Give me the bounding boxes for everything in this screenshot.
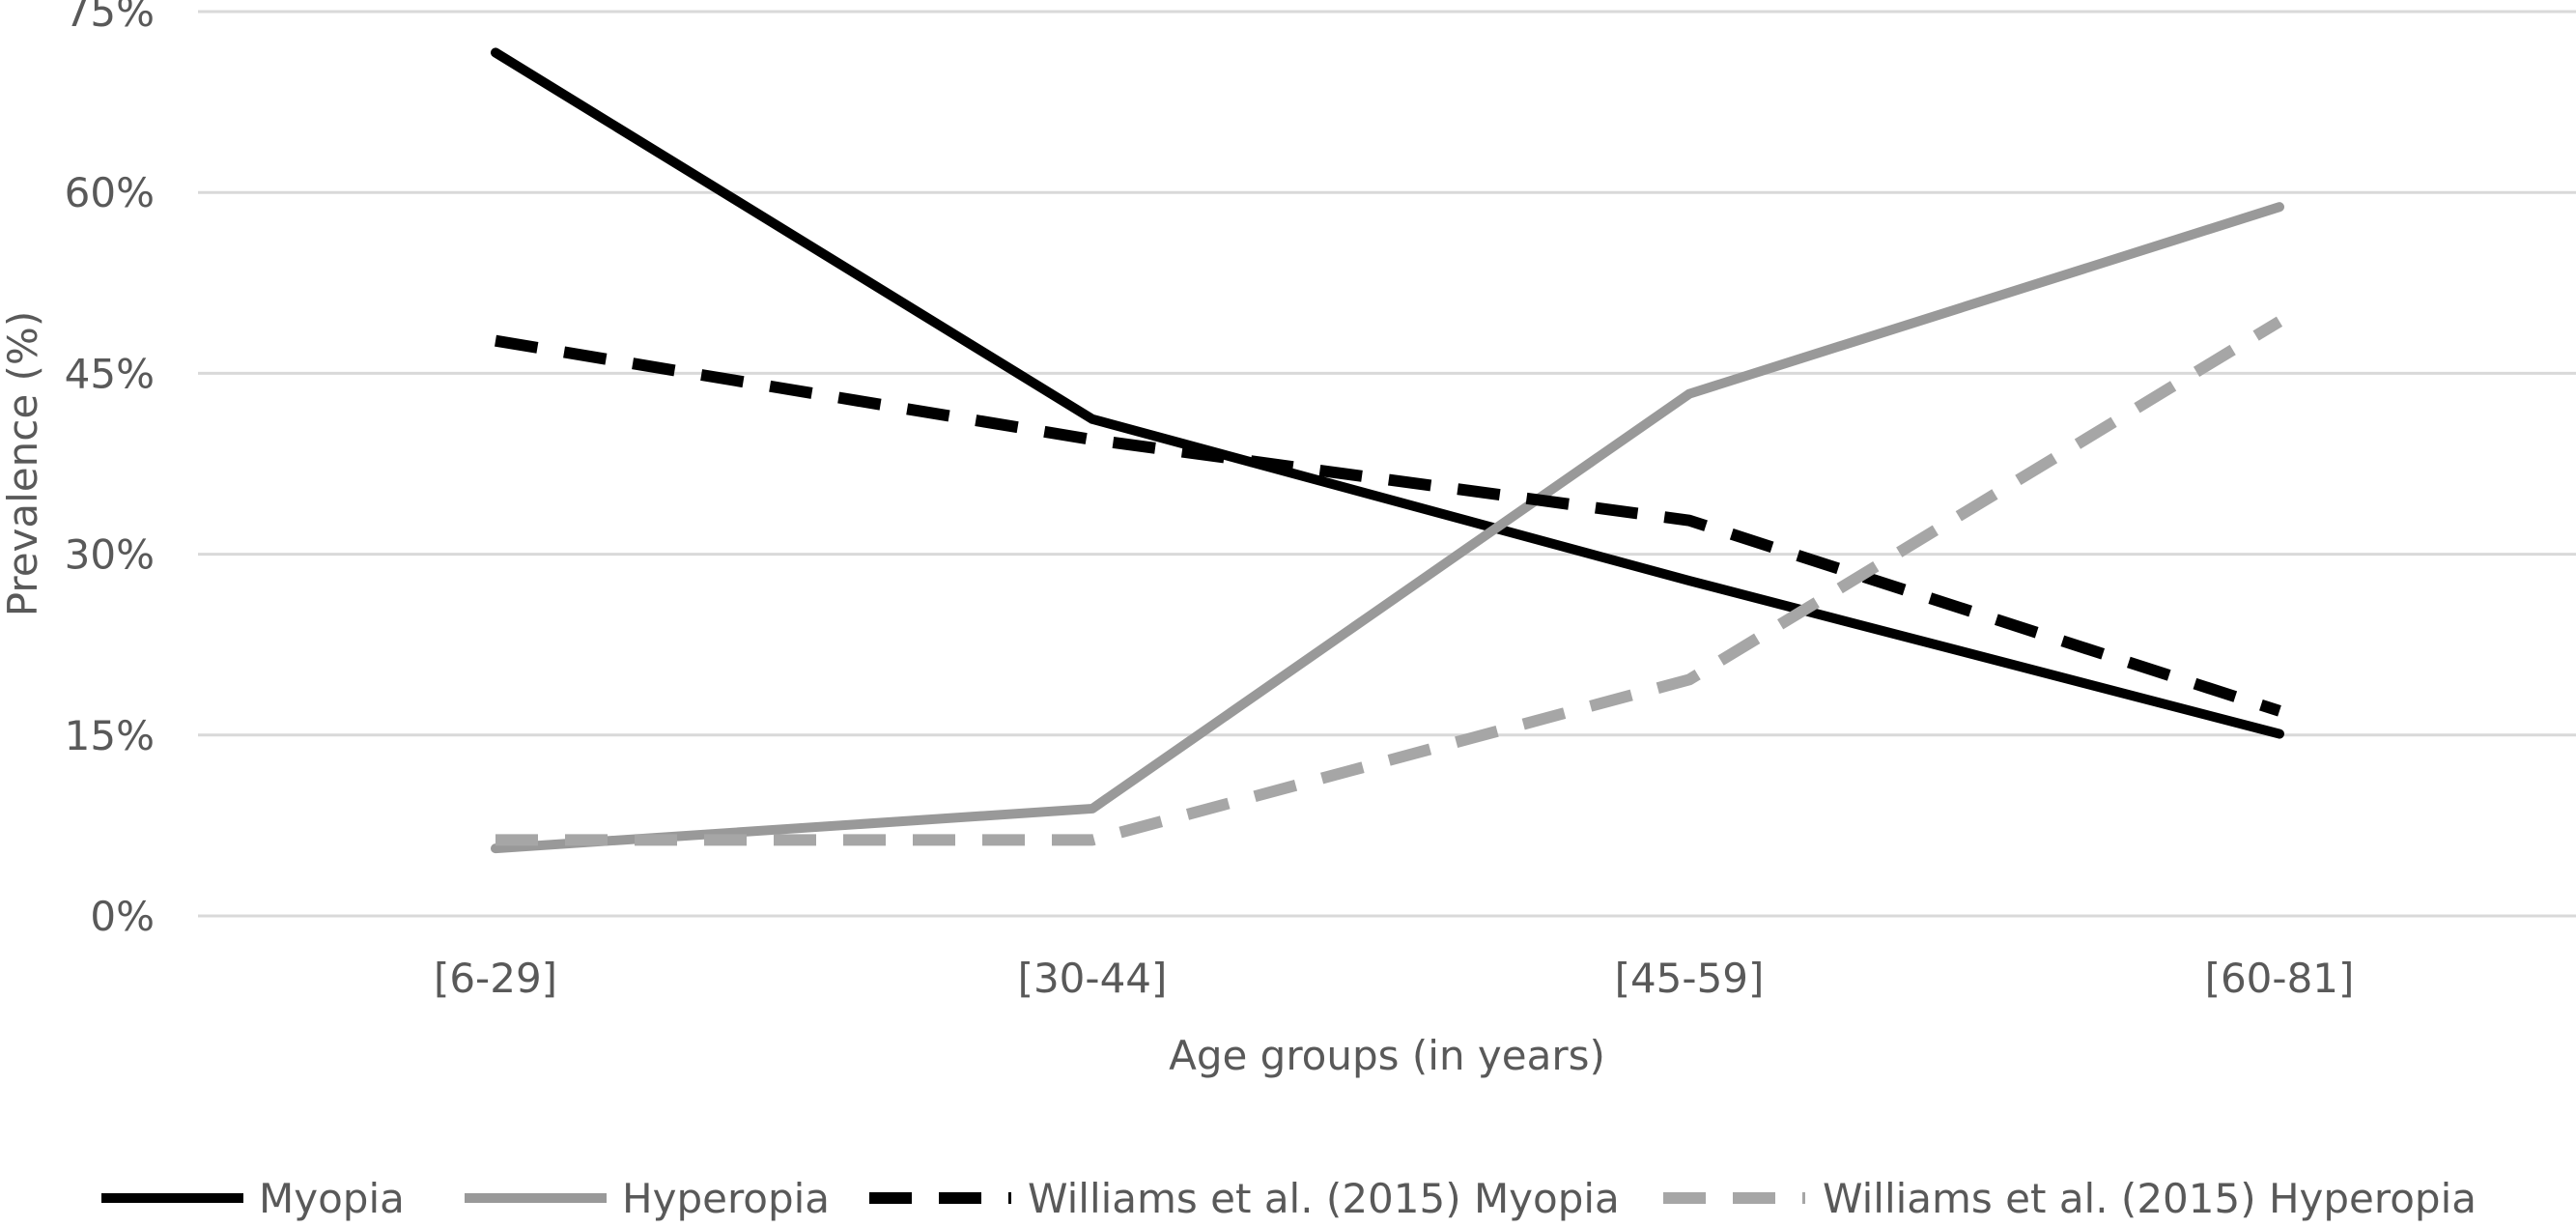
legend-label: Hyperopia [622, 1175, 830, 1222]
y-axis-tick-labels: 0% 15% 30% 45% 60% 75% [65, 0, 155, 940]
series-line-0 [491, 47, 2284, 739]
x-tick-label: [45-59] [1615, 955, 1765, 1002]
y-tick-label: 45% [65, 350, 155, 397]
legend-item: Myopia [101, 1175, 405, 1222]
series-line-2 [495, 334, 2281, 717]
legend-label: Williams et al. (2015) Myopia [1028, 1175, 1620, 1222]
legend-label: Williams et al. (2015) Hyperopia [1823, 1175, 2477, 1222]
y-tick-label: 15% [65, 712, 155, 759]
x-axis-tick-labels: [6-29] [30-44] [45-59] [60-81] [434, 955, 2354, 1002]
legend-label: Myopia [259, 1175, 405, 1222]
legend-item: Hyperopia [465, 1175, 830, 1222]
y-tick-label: 30% [65, 531, 155, 579]
y-tick-label: 60% [65, 169, 155, 216]
series-lines [491, 47, 2284, 854]
legend-item: Williams et al. (2015) Myopia [869, 1175, 1620, 1222]
x-tick-label: [6-29] [434, 955, 557, 1002]
series-line-1 [491, 202, 2284, 854]
legend: Myopia Hyperopia Williams et al. (2015) My… [101, 1175, 2477, 1222]
y-tick-label: 0% [90, 893, 155, 940]
gridlines [198, 10, 2576, 918]
y-tick-label: 75% [65, 0, 155, 36]
x-tick-label: [30-44] [1018, 955, 1168, 1002]
x-axis-title: Age groups (in years) [1169, 1032, 1605, 1079]
x-tick-label: [60-81] [2205, 955, 2355, 1002]
series-line-3 [495, 316, 2283, 846]
y-axis-title: Prevalence (%) [0, 311, 46, 616]
legend-item: Williams et al. (2015) Hyperopia [1663, 1175, 2477, 1222]
